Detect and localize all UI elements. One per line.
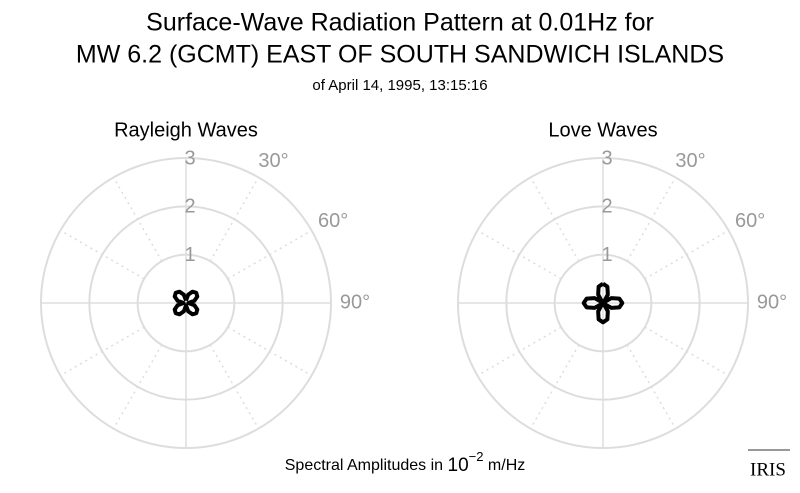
theta-tick-label: 60° [318, 210, 348, 232]
theta-tick-label: 90° [340, 291, 370, 313]
r-tick-label: 1 [601, 244, 612, 266]
r-tick-label: 1 [184, 244, 195, 266]
chart-title: Love Waves [548, 119, 657, 141]
theta-tick-label: 60° [735, 210, 765, 232]
subtitle: of April 14, 1995, 13:15:16 [312, 77, 487, 94]
footer: Spectral Amplitudes in 10−2 m/Hz [285, 449, 526, 476]
title-line: Surface-Wave Radiation Pattern at 0.01Hz… [146, 9, 654, 37]
footer-exponent: −2 [469, 449, 484, 464]
footer-text: m/Hz [483, 457, 525, 474]
footer-base: 10 [448, 455, 469, 476]
chart-title: Rayleigh Waves [114, 119, 258, 141]
grid-circle [505, 205, 701, 401]
grid-circle [40, 157, 332, 449]
logo: IRIS [750, 459, 786, 480]
r-tick-label: 3 [184, 147, 195, 169]
r-tick-label: 2 [184, 196, 195, 218]
theta-tick-label: 30° [258, 150, 288, 172]
r-tick-label: 2 [601, 196, 612, 218]
r-tick-label: 3 [601, 147, 612, 169]
pattern-line [172, 289, 200, 317]
pattern-line [581, 282, 625, 325]
grid-circle [136, 253, 236, 353]
theta-tick-label: 90° [757, 291, 787, 313]
footer-text: Spectral Amplitudes in [285, 457, 448, 474]
theta-tick-label: 30° [675, 150, 705, 172]
grid-circle [553, 253, 653, 353]
title-line: MW 6.2 (GCMT) EAST OF SOUTH SANDWICH ISL… [76, 41, 724, 69]
grid-circle [457, 157, 749, 449]
grid-circle [88, 205, 284, 401]
